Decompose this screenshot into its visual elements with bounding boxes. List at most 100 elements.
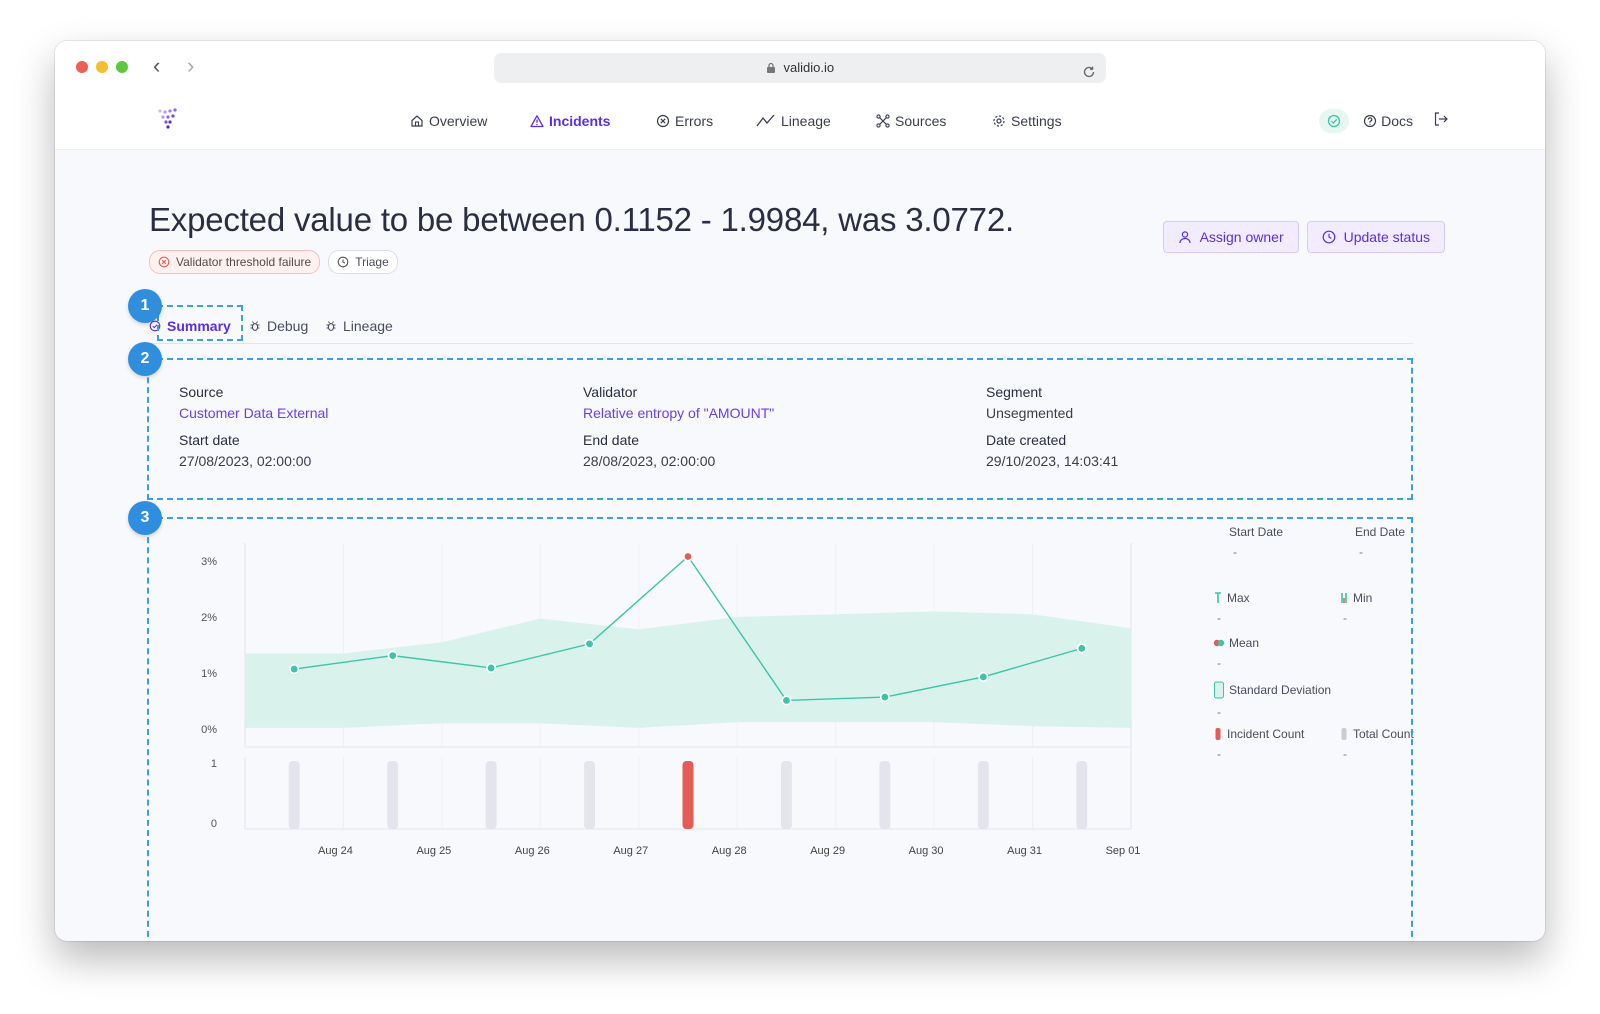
- header-right: Docs: [1319, 93, 1449, 149]
- validator-link[interactable]: Relative entropy of "AMOUNT": [583, 405, 775, 421]
- meta-source: Source Customer Data External: [179, 384, 328, 421]
- tab-lineage[interactable]: Lineage: [325, 309, 393, 343]
- top-navigation: Overview Incidents Errors Lineage Source…: [410, 93, 1092, 149]
- clock-icon: [1322, 230, 1336, 244]
- logout-icon[interactable]: [1433, 111, 1449, 132]
- total-count-bar: [879, 761, 891, 829]
- legend-min: Min -: [1339, 591, 1372, 625]
- nav-settings-label: Settings: [1011, 113, 1062, 129]
- x-tick-label: Sep 01: [1106, 845, 1141, 857]
- x-circle-icon: [158, 256, 170, 268]
- update-status-label: Update status: [1343, 229, 1430, 245]
- user-icon: [1178, 231, 1191, 244]
- total-count-bar: [584, 761, 596, 829]
- nav-incidents-label: Incidents: [549, 113, 611, 129]
- meta-end-label: End date: [583, 432, 640, 448]
- network-icon: [876, 114, 890, 128]
- tab-summary[interactable]: Summary: [149, 309, 231, 343]
- total-count-bar: [977, 761, 989, 829]
- meta-created-value: 29/10/2023, 14:03:41: [986, 453, 1119, 469]
- nav-settings[interactable]: Settings: [992, 113, 1092, 129]
- standard-deviation-icon: [1214, 681, 1224, 699]
- nav-errors[interactable]: Errors: [656, 113, 756, 129]
- validio-logo[interactable]: [157, 108, 181, 135]
- total-count-bar: [387, 761, 399, 829]
- x-tick-label: Aug 25: [416, 845, 451, 857]
- nav-lineage-label: Lineage: [781, 113, 831, 129]
- data-point: [387, 650, 398, 661]
- status-badge-failure: Validator threshold failure: [149, 250, 321, 274]
- legend-total-count-label: Total Count: [1353, 727, 1414, 741]
- warning-icon: [530, 115, 544, 128]
- status-badge-triage[interactable]: Triage: [328, 250, 398, 274]
- nav-sources-label: Sources: [895, 113, 947, 129]
- back-arrow-icon[interactable]: ‹: [153, 53, 161, 78]
- minimize-window-button[interactable]: [96, 61, 108, 73]
- lock-icon: [766, 53, 776, 83]
- meta-source-label: Source: [179, 384, 224, 400]
- tab-lineage-label: Lineage: [343, 318, 393, 334]
- data-point: [289, 664, 300, 675]
- forward-arrow-icon[interactable]: ›: [187, 53, 195, 78]
- address-bar[interactable]: validio.io: [494, 53, 1106, 83]
- legend-std-label: Standard Deviation: [1229, 683, 1332, 697]
- legend-standard-deviation: Standard Deviation -: [1213, 681, 1331, 719]
- nav-incidents[interactable]: Incidents: [530, 113, 656, 129]
- x-circle-icon: [656, 114, 670, 128]
- nav-overview-label: Overview: [429, 113, 488, 129]
- callout-number-3: 3: [128, 501, 162, 535]
- meta-segment-label: Segment: [986, 384, 1043, 400]
- data-point: [1076, 643, 1087, 654]
- page-actions: Assign owner Update status: [1155, 221, 1445, 253]
- bug-icon: [326, 321, 336, 331]
- meta-created-label: Date created: [986, 432, 1067, 448]
- data-point: [486, 662, 497, 673]
- nav-overview[interactable]: Overview: [410, 113, 530, 129]
- legend-total-count-value: -: [1343, 747, 1347, 761]
- docs-label: Docs: [1381, 113, 1413, 129]
- bug-icon: [250, 321, 260, 331]
- total-count-bar: [288, 761, 300, 829]
- count-y-tick-label: 1: [211, 758, 217, 770]
- meta-validator-label: Validator: [583, 384, 638, 400]
- callout-box-2: [147, 358, 1413, 500]
- meta-start-value: 27/08/2023, 02:00:00: [179, 453, 312, 469]
- legend-mean: Mean -: [1213, 636, 1259, 670]
- page-title: Expected value to be between 0.1152 - 1.…: [149, 201, 1014, 238]
- browser-chrome: ‹ › validio.io: [55, 41, 1545, 93]
- meta-start-label: Start date: [179, 432, 240, 448]
- incident-badges: Validator threshold failure Triage: [149, 250, 406, 274]
- reload-icon[interactable]: [1082, 60, 1096, 90]
- meta-start-date: Start date 27/08/2023, 02:00:00: [179, 432, 311, 469]
- x-tick-label: Aug 26: [515, 845, 550, 857]
- x-tick-label: Aug 30: [909, 845, 944, 857]
- close-window-button[interactable]: [76, 61, 88, 73]
- maximize-window-button[interactable]: [116, 61, 128, 73]
- url-text: validio.io: [783, 60, 835, 75]
- total-count-icon: [1341, 728, 1347, 740]
- total-count-bar: [1076, 761, 1088, 829]
- incident-metadata: Source Customer Data External Validator …: [179, 384, 1409, 484]
- meta-end-value: 28/08/2023, 02:00:00: [583, 453, 716, 469]
- status-check-icon[interactable]: [1319, 109, 1350, 133]
- source-link[interactable]: Customer Data External: [179, 405, 329, 421]
- nav-lineage[interactable]: Lineage: [756, 113, 876, 129]
- assign-owner-button[interactable]: Assign owner: [1162, 221, 1299, 253]
- y-tick-label: 3%: [201, 556, 217, 568]
- tab-debug[interactable]: Debug: [249, 309, 308, 343]
- tab-debug-label: Debug: [267, 318, 309, 334]
- legend-incident-count: Incident Count -: [1213, 727, 1304, 761]
- assign-owner-label: Assign owner: [1199, 229, 1284, 245]
- incident-count-bar: [682, 761, 694, 829]
- meta-validator: Validator Relative entropy of "AMOUNT": [583, 384, 774, 421]
- meta-end-date: End date 28/08/2023, 02:00:00: [583, 432, 715, 469]
- legend-mean-label: Mean: [1229, 636, 1260, 650]
- data-point: [584, 638, 595, 649]
- update-status-button[interactable]: Update status: [1306, 221, 1445, 253]
- nav-sources[interactable]: Sources: [876, 113, 992, 129]
- callout-number-1: 1: [128, 289, 162, 323]
- incident-data-point: [682, 551, 693, 562]
- docs-link[interactable]: Docs: [1363, 113, 1413, 129]
- legend-start-date-value: -: [1233, 545, 1237, 559]
- check-circle-icon: [149, 320, 161, 332]
